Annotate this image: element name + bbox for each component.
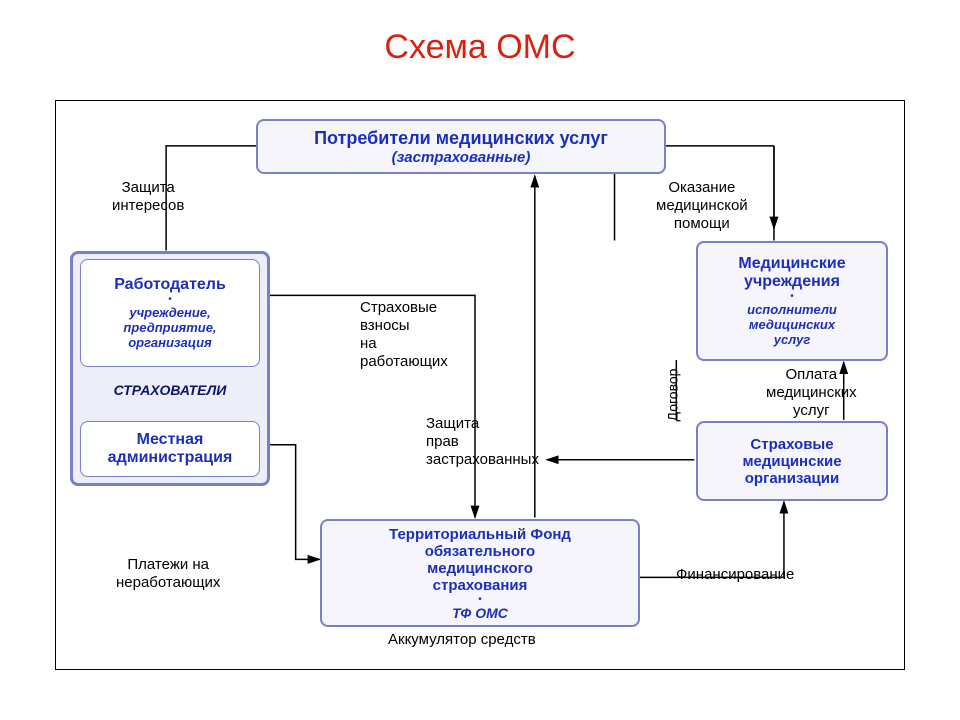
node-consumers-title: Потребители медицинских услуг xyxy=(314,128,608,149)
node-employer-title: Работодатель xyxy=(114,276,226,294)
flowchart-diagram: Потребители медицинских услуг (застрахов… xyxy=(55,100,905,670)
label-contract: Договор xyxy=(664,369,680,422)
node-med-inst-sub: исполнители медицинских услуг xyxy=(747,302,837,347)
node-med-inst: Медицинские учреждения • исполнители мед… xyxy=(696,241,888,361)
node-ins-org: Страховые медицинские организации xyxy=(696,421,888,501)
node-consumers: Потребители медицинских услуг (застрахов… xyxy=(256,119,666,174)
node-local-admin-title: Местная администрация xyxy=(108,431,233,467)
label-payments-unemployed: Платежи на неработающих xyxy=(116,556,220,592)
node-employer-sub: учреждение, предприятие, организация xyxy=(123,305,216,350)
label-rights-protection: Защита прав застрахованных xyxy=(426,415,539,469)
node-tfoms: Территориальный Фонд обязательного медиц… xyxy=(320,519,640,627)
node-med-inst-title: Медицинские учреждения xyxy=(738,255,845,291)
label-premiums: Страховые взносы на работающих xyxy=(360,299,448,371)
node-tfoms-title: Территориальный Фонд обязательного медиц… xyxy=(389,526,571,594)
label-financing: Финансирование xyxy=(676,566,794,584)
node-employer: Работодатель • учреждение, предприятие, … xyxy=(80,259,260,367)
container-insurers-label: СТРАХОВАТЕЛИ xyxy=(73,382,267,398)
node-tfoms-sub: ТФ ОМС xyxy=(452,605,508,621)
label-protect-interests: Защита интересов xyxy=(112,179,184,215)
label-accumulator: Аккумулятор средств xyxy=(388,631,536,649)
label-care-provision: Оказание медицинской помощи xyxy=(656,179,748,233)
node-local-admin: Местная администрация xyxy=(80,421,260,477)
label-payment-services: Оплата медицинских услуг xyxy=(766,366,857,420)
page-title: Схема ОМС xyxy=(0,28,960,67)
node-ins-org-title: Страховые медицинские организации xyxy=(742,436,841,487)
node-consumers-sub: (застрахованные) xyxy=(392,149,531,166)
